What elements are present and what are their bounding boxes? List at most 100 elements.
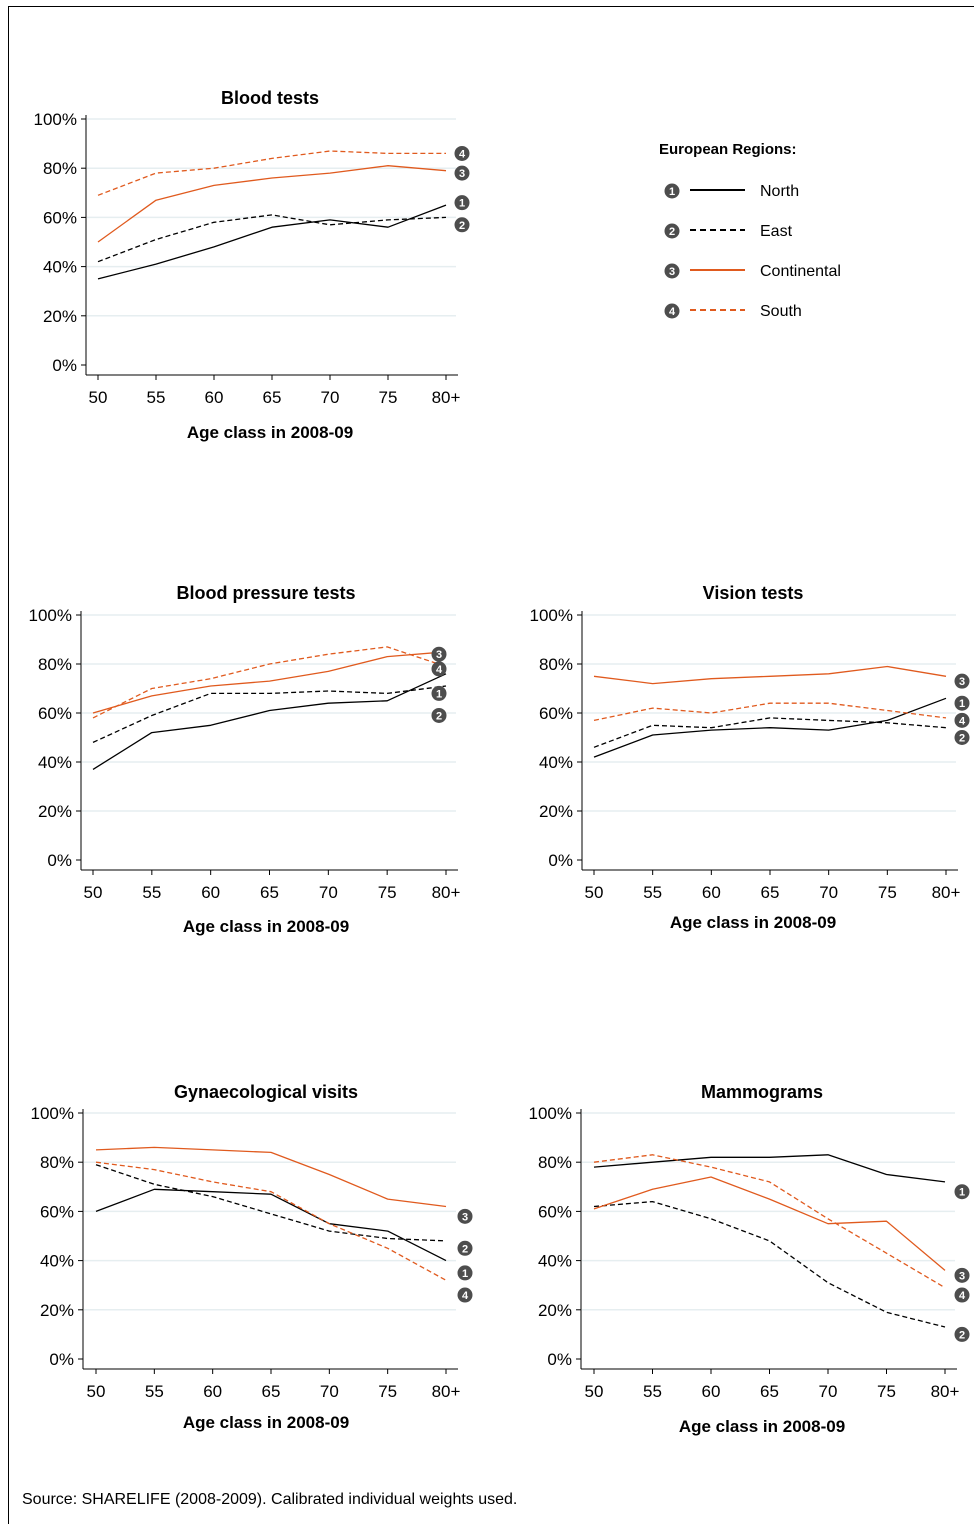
legend-badge-4-number: 4 <box>669 306 676 318</box>
end-badge-3-circle <box>454 165 470 181</box>
x-axis-label: Age class in 2008-09 <box>670 913 836 932</box>
legend-badge-1-number: 1 <box>669 186 675 198</box>
x-tick-label: 65 <box>260 883 279 902</box>
x-tick-label: 50 <box>89 388 108 407</box>
legend-badge-1: 1 <box>664 183 680 199</box>
legend-title: European Regions: <box>659 141 797 158</box>
y-tick-label: 80% <box>538 1153 572 1172</box>
end-badge-4: 4 <box>457 1287 473 1303</box>
x-tick-label: 70 <box>319 883 338 902</box>
end-badge-4-number: 4 <box>462 1290 469 1302</box>
end-badge-1-circle <box>954 1184 970 1200</box>
y-tick-label: 20% <box>43 307 77 326</box>
y-tick-label: 60% <box>539 704 573 723</box>
series-line-south <box>593 702 947 722</box>
chart-panel-5: Mammograms 0% 20% 40% 60% 80% 100% 50 55 60 65 70 75… <box>529 1082 970 1436</box>
x-tick-label: 50 <box>87 1382 106 1401</box>
end-badge-3-circle <box>457 1208 473 1224</box>
end-badge-4: 4 <box>431 661 447 677</box>
end-badge-3-number: 3 <box>462 1211 468 1223</box>
series-line-continental <box>593 665 947 685</box>
y-tick-label: 100% <box>29 606 72 625</box>
chart-title: Vision tests <box>703 583 804 603</box>
x-tick-label: 50 <box>84 883 103 902</box>
chart-title: Blood pressure tests <box>176 583 355 603</box>
y-tick-label: 0% <box>547 1350 572 1369</box>
end-badge-1-circle <box>431 685 447 701</box>
legend-badge-3-number: 3 <box>669 266 675 278</box>
y-tick-label: 0% <box>548 851 573 870</box>
x-tick-label: 75 <box>379 388 398 407</box>
y-tick-label: 20% <box>538 1301 572 1320</box>
series-line-south <box>97 150 446 196</box>
end-badge-3: 3 <box>431 646 447 662</box>
series-line-continental <box>95 1146 447 1208</box>
end-badge-1: 1 <box>457 1265 473 1281</box>
end-badge-2-circle <box>457 1240 473 1256</box>
legend-badge-2-circle <box>664 223 680 239</box>
x-tick-label: 55 <box>147 388 166 407</box>
end-badge-4-number: 4 <box>959 1290 966 1302</box>
x-tick-label: 55 <box>145 1382 164 1401</box>
y-tick-label: 60% <box>40 1202 74 1221</box>
y-tick-label: 60% <box>43 208 77 227</box>
x-tick-label: 60 <box>203 1382 222 1401</box>
x-tick-label: 65 <box>263 388 282 407</box>
y-tick-label: 100% <box>529 1104 572 1123</box>
legend-label-east: East <box>760 223 793 240</box>
end-badge-2-number: 2 <box>462 1243 468 1255</box>
legend-badge-1-circle <box>664 183 680 199</box>
legend-badge-4: 4 <box>664 303 680 319</box>
x-tick-label: 60 <box>201 883 220 902</box>
chart-panel-2: Blood pressure tests 0% 20% 40% 60% 80% 100% 50… <box>29 583 461 936</box>
x-tick-label: 80+ <box>432 883 461 902</box>
end-badge-1-circle <box>954 695 970 711</box>
end-badge-3: 3 <box>454 165 470 181</box>
end-badge-3-circle <box>431 646 447 662</box>
x-tick-label: 50 <box>585 883 604 902</box>
y-tick-label: 100% <box>31 1104 74 1123</box>
end-badge-4-number: 4 <box>959 715 966 727</box>
y-tick-label: 40% <box>38 753 72 772</box>
legend-label-south: South <box>760 303 802 320</box>
end-badge-2: 2 <box>954 730 970 745</box>
legend-label-north: North <box>760 183 799 200</box>
series-line-north <box>593 697 947 758</box>
y-tick-label: 80% <box>539 655 573 674</box>
y-tick-label: 60% <box>538 1202 572 1221</box>
end-badge-3: 3 <box>954 1267 970 1283</box>
x-tick-label: 65 <box>262 1382 281 1401</box>
x-tick-label: 70 <box>819 883 838 902</box>
x-tick-label: 80+ <box>931 1382 960 1401</box>
chart-panel-3: Vision tests 0% 20% 40% 60% 80% 100% 50 55 60 65 70… <box>530 583 970 932</box>
y-tick-label: 100% <box>530 606 573 625</box>
x-tick-label: 55 <box>643 883 662 902</box>
series-line-east <box>593 717 947 748</box>
y-tick-label: 40% <box>43 258 77 277</box>
legend-badge-3-circle <box>664 263 680 279</box>
series-line-continental <box>97 165 447 243</box>
x-tick-label: 75 <box>878 883 897 902</box>
x-axis-label: Age class in 2008-09 <box>183 917 349 936</box>
legend-badge-2-number: 2 <box>669 226 675 238</box>
series-line-south <box>95 1161 447 1281</box>
y-tick-label: 0% <box>52 356 77 375</box>
chart-panel-1: Blood tests 0% 20% 40% 60% 80% 100% 50 55 60 65 70 7… <box>34 88 470 442</box>
end-badge-2-number: 2 <box>959 733 965 745</box>
y-tick-label: 40% <box>538 1252 572 1271</box>
end-badge-2: 2 <box>431 707 447 723</box>
figure-frame <box>8 6 974 1524</box>
y-tick-label: 0% <box>47 851 72 870</box>
end-badge-2-circle <box>954 1326 970 1342</box>
legend-badge-3: 3 <box>664 263 680 279</box>
x-tick-label: 70 <box>320 1382 339 1401</box>
legend-label-continental: Continental <box>760 263 841 280</box>
x-tick-label: 75 <box>378 883 397 902</box>
x-tick-label: 55 <box>643 1382 662 1401</box>
end-badge-4-circle <box>431 661 447 677</box>
end-badge-1-number: 1 <box>462 1268 468 1280</box>
end-badge-1-number: 1 <box>436 688 442 700</box>
end-badge-3: 3 <box>457 1208 473 1224</box>
x-tick-label: 75 <box>378 1382 397 1401</box>
